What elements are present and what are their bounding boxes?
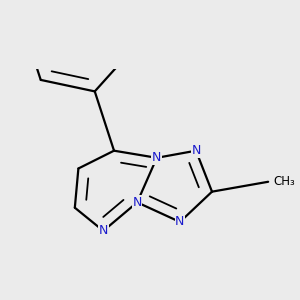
Text: CH₃: CH₃ <box>274 175 295 188</box>
Text: N: N <box>99 224 108 237</box>
Text: N: N <box>152 151 161 164</box>
Text: N: N <box>191 144 201 157</box>
Text: N: N <box>133 196 142 209</box>
Text: N: N <box>175 215 184 229</box>
